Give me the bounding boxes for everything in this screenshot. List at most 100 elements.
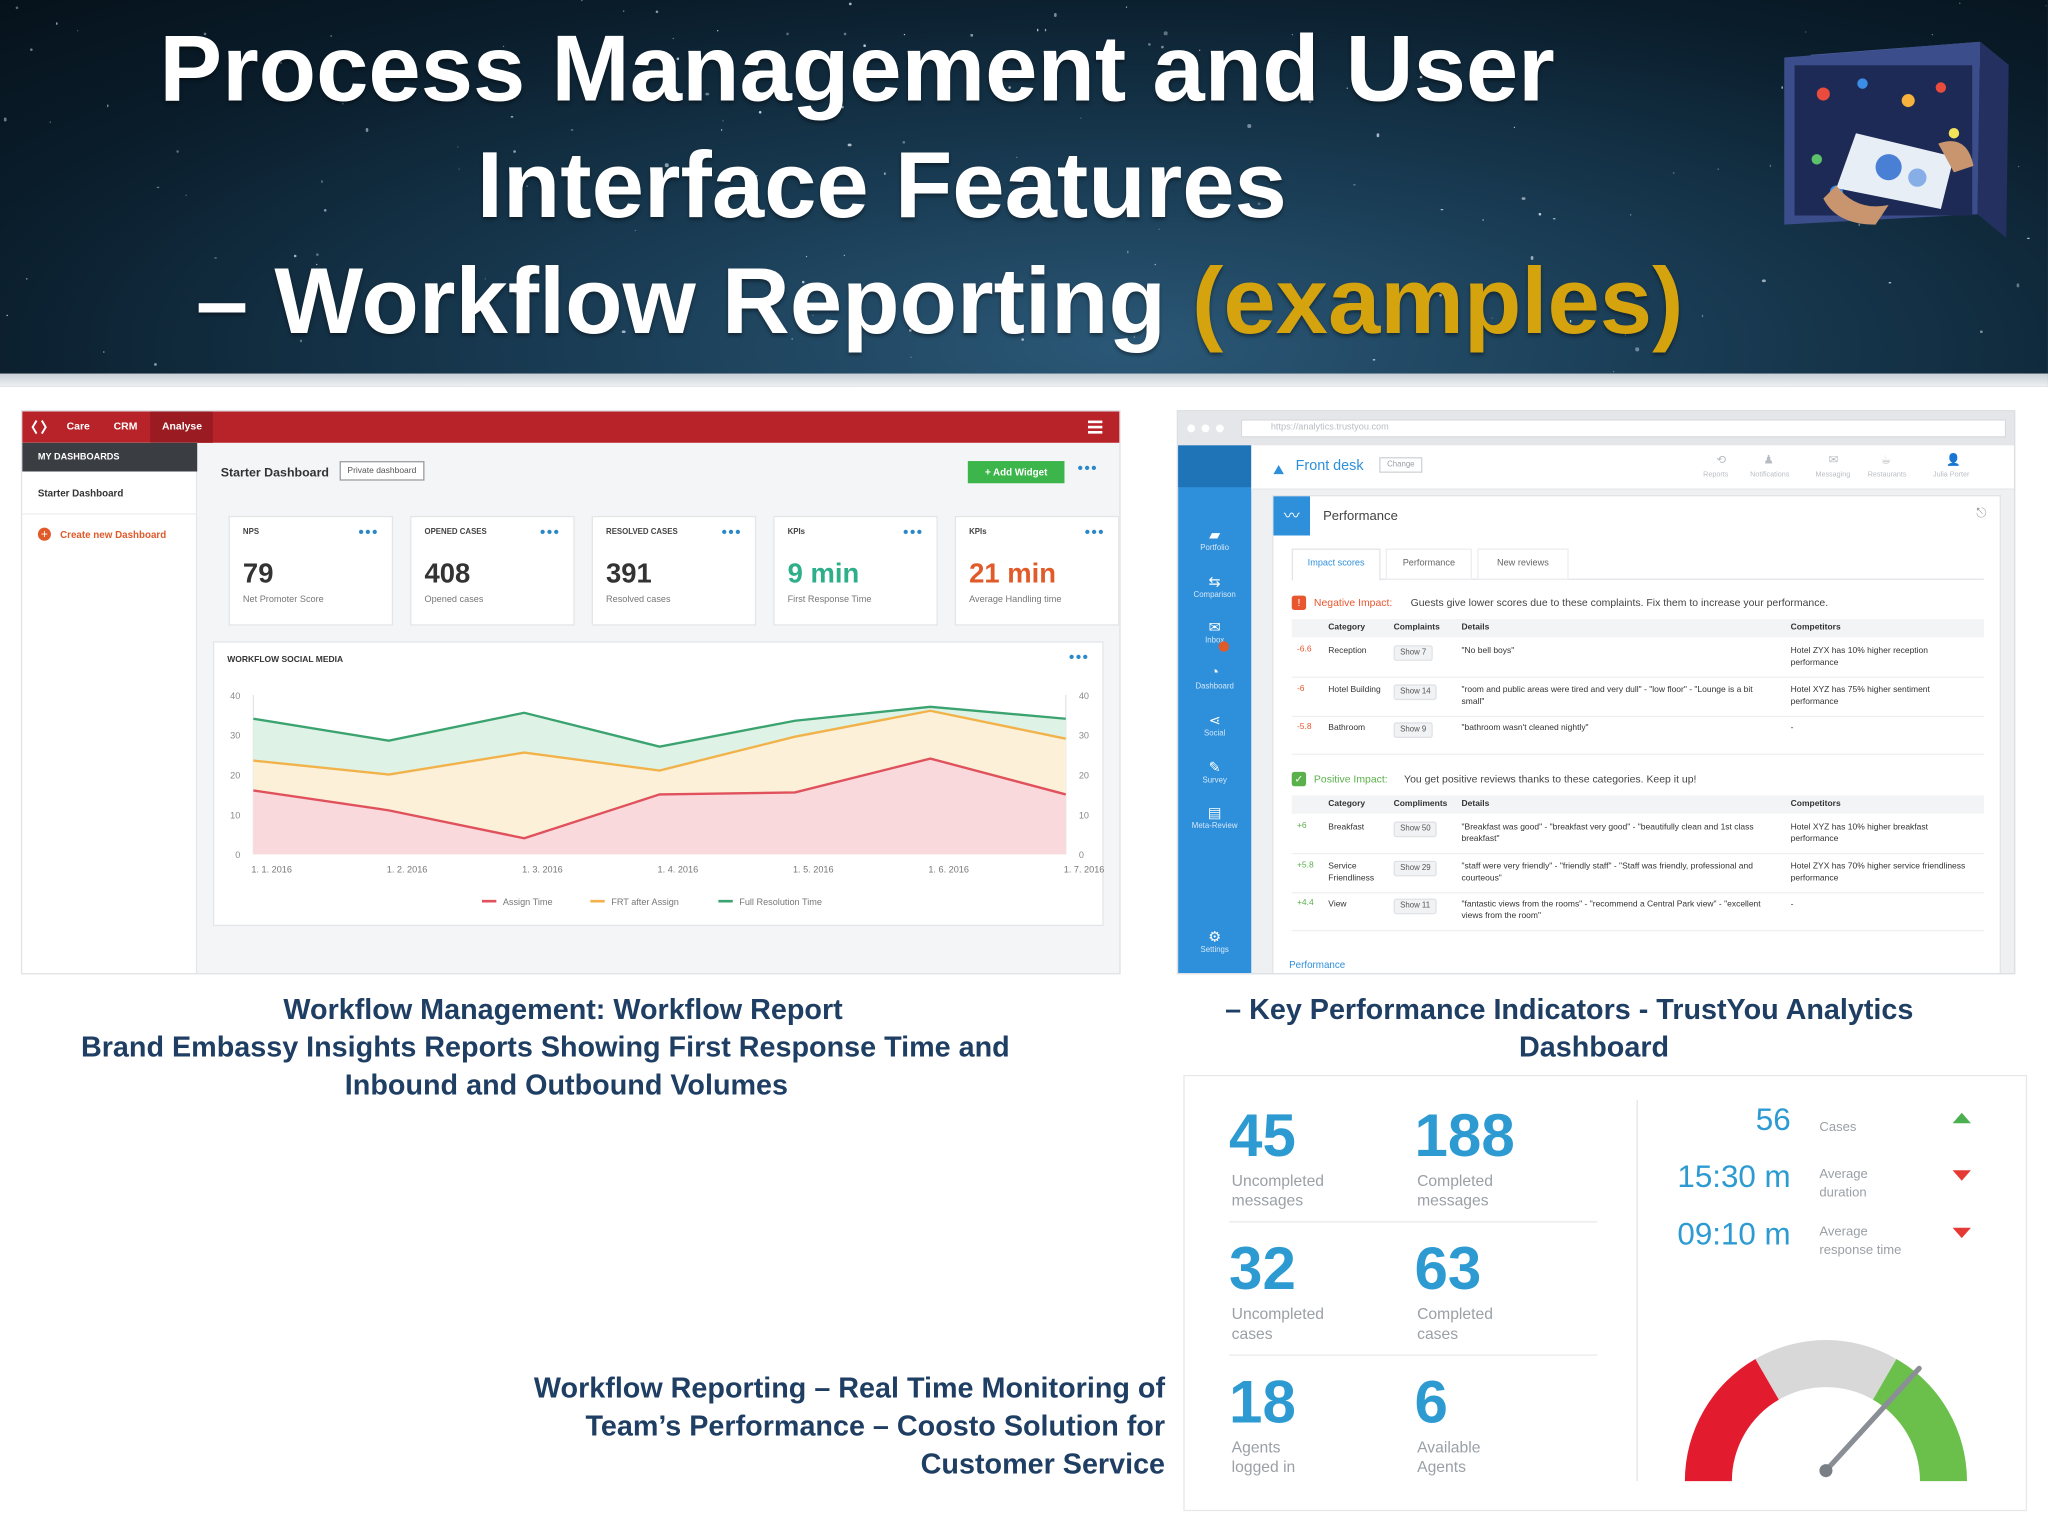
row-details: "fantastic views from the rooms" - "reco… [1461, 899, 1761, 921]
tab-bar [1291, 549, 1984, 580]
kpi-card-description: Average Handling time [969, 595, 1062, 605]
nav-crm[interactable]: CRM [113, 420, 138, 433]
top-nav-notifications[interactable]: Notifications [1750, 471, 1790, 480]
performance-icon: 〰 [1273, 496, 1311, 536]
add-widget-button[interactable]: + Add Widget [967, 461, 1065, 484]
star-decoration [2016, 284, 2020, 287]
sidebar-item-settings[interactable]: Settings [1200, 946, 1229, 955]
kpi-card[interactable]: KPIs ••• 9 min First Response Time [773, 515, 938, 626]
stat-value: 45 [1229, 1101, 1296, 1169]
create-dashboard-link[interactable]: Create new Dashboard [60, 528, 167, 541]
sidebar-item-comparison[interactable]: Comparison [1193, 591, 1236, 600]
star-decoration [1021, 338, 1025, 342]
kpi-label: response time [1819, 1243, 1902, 1258]
title-line-1: Process Management and User [159, 16, 1555, 122]
sidebar-section-title: MY DASHBOARDS [22, 442, 198, 472]
show-reviews-button[interactable]: Show 7 [1393, 645, 1433, 661]
tab-new-reviews[interactable]: New reviews [1477, 548, 1569, 580]
positive-impact-text: You get positive reviews thanks to these… [1404, 773, 1697, 785]
sidebar-item-starter-dashboard[interactable]: Starter Dashboard [37, 487, 124, 499]
star-decoration [676, 57, 679, 60]
star-decoration [1762, 279, 1766, 283]
kpi-card-label: NPS [242, 528, 260, 537]
kpi-card[interactable]: NPS ••• 79 Net Promoter Score [228, 515, 394, 626]
star-decoration [605, 297, 609, 301]
kpi-card[interactable]: KPIs ••• 21 min Average Handling time [954, 515, 1120, 626]
card-options-icon[interactable]: ••• [539, 522, 561, 541]
trustyou-dashboard-screenshot: https://analytics.trustyou.com TY ▰Portf… [1176, 410, 2016, 975]
dashboard-title: Starter Dashboard [220, 466, 329, 481]
y-tick-label-left: 20 [230, 770, 240, 780]
top-nav-messaging[interactable]: Messaging [1815, 471, 1851, 480]
row-category: Hotel Building [1328, 685, 1381, 695]
coosto-realtime-dashboard: 45 Uncompleted messages 188 Completed message… [1183, 1074, 2028, 1512]
show-reviews-button[interactable]: Show 29 [1393, 860, 1438, 877]
show-reviews-button[interactable]: Show 14 [1393, 684, 1438, 701]
star-decoration [903, 33, 906, 36]
sidebar-item-meta-review[interactable]: Meta-Review [1191, 822, 1238, 831]
star-decoration [29, 48, 33, 52]
row-competitors: Hotel XYZ has 10% higher breakfast perfo… [1790, 822, 1928, 844]
star-decoration [176, 150, 180, 154]
card-options-icon[interactable]: ••• [358, 522, 379, 541]
nav-care[interactable]: Care [66, 420, 90, 433]
y-tick-label-right: 40 [1079, 691, 1089, 701]
gauge-segment [1755, 1340, 1897, 1400]
top-nav-reports[interactable]: Reports [1703, 471, 1729, 480]
kpi-label: Cases [1819, 1120, 1857, 1136]
star-decoration [294, 54, 296, 56]
row-competitors: Hotel XYZ has 75% higher sentiment perfo… [1790, 685, 1930, 707]
star-decoration [928, 282, 930, 284]
star-decoration [1513, 126, 1516, 129]
star-decoration [525, 185, 527, 187]
star-decoration [1958, 2, 1961, 5]
url-bar[interactable]: https://analytics.trustyou.com [1240, 419, 2007, 438]
top-nav-restaurants[interactable]: Restaurants [1867, 471, 1907, 480]
star-decoration [970, 34, 973, 36]
card-options-icon[interactable]: ••• [1084, 522, 1105, 541]
star-decoration [791, 338, 793, 340]
star-decoration [15, 6, 19, 10]
series-line [253, 705, 1066, 748]
table-header-cell: Category [1328, 799, 1366, 809]
star-decoration [156, 186, 160, 189]
star-decoration [1630, 213, 1632, 216]
trend-down-icon [1952, 1227, 1971, 1239]
performance-footer-link[interactable]: Performance [1289, 958, 1346, 971]
show-reviews-button[interactable]: Show 9 [1393, 722, 1433, 738]
sidebar-item-social[interactable]: Social [1203, 730, 1226, 738]
kpi-card[interactable]: OPENED CASES ••• 408 Opened cases [410, 515, 575, 626]
sidebar-item-dashboard[interactable]: Dashboard [1195, 683, 1234, 691]
show-reviews-button[interactable]: Show 11 [1393, 898, 1437, 915]
star-decoration [621, 329, 625, 334]
top-nav-julia-porter[interactable]: Julia Porter [1933, 471, 1970, 480]
inbox-badge [1218, 641, 1230, 652]
chart-options-icon[interactable]: ••• [1068, 647, 1090, 667]
kpi-card-value: 9 min [787, 559, 860, 590]
star-decoration [1804, 30, 1806, 32]
row-score: -6.6 [1296, 645, 1312, 655]
row-details: "Breakfast was good" - "breakfast very g… [1461, 822, 1754, 844]
change-location-button[interactable]: Change [1379, 457, 1423, 473]
browser-chrome: https://analytics.trustyou.com [1178, 411, 2015, 446]
y-tick-label-left: 40 [230, 691, 240, 701]
tab-performance[interactable]: Performance [1385, 548, 1472, 580]
nav-analyse[interactable]: Analyse [161, 420, 203, 433]
sidebar-icon-portfolio-icon: ▰ [1209, 527, 1221, 544]
sidebar-item-inbox[interactable]: Inbox [1205, 637, 1225, 646]
hamburger-menu-icon[interactable] [1087, 420, 1103, 434]
collapse-icon[interactable]: ⎋ [1976, 506, 1987, 522]
plus-circle-icon[interactable]: + [37, 527, 51, 541]
kpi-card[interactable]: RESOLVED CASES ••• 391 Resolved cases [591, 515, 757, 626]
row-score: +6 [1296, 821, 1307, 831]
more-options-icon[interactable]: ••• [1077, 458, 1098, 477]
card-options-icon[interactable]: ••• [721, 522, 742, 541]
star-decoration [1158, 228, 1160, 230]
card-options-icon[interactable]: ••• [903, 522, 924, 541]
workflow-area-chart: 0 0 10 10 20 20 30 30 40 40 1. 1. 2016 1. 2. 2016 1.… [230, 691, 1104, 907]
star-decoration [1553, 217, 1556, 220]
sidebar-item-portfolio[interactable]: Portfolio [1200, 544, 1230, 553]
show-reviews-button[interactable]: Show 50 [1393, 821, 1438, 838]
sidebar-item-survey[interactable]: Survey [1202, 777, 1227, 785]
tab-impact-scores[interactable]: Impact scores [1291, 548, 1381, 582]
